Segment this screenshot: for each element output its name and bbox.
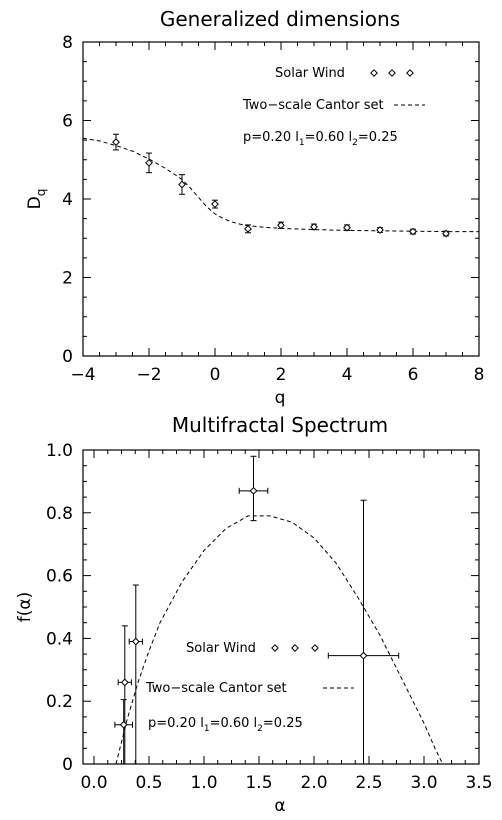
x-tick-label: 8 bbox=[474, 365, 485, 385]
error-bars bbox=[113, 133, 449, 237]
x-tick-label: 6 bbox=[408, 365, 419, 385]
data-point bbox=[359, 651, 368, 660]
y-tick-label: 1.0 bbox=[46, 441, 73, 461]
x-tick-label: 3.0 bbox=[410, 773, 437, 793]
legend-marker-diamond bbox=[271, 644, 279, 652]
x-tick-label: 2.5 bbox=[355, 773, 382, 793]
x-tick-label: 3.5 bbox=[465, 773, 492, 793]
y-tick-labels: 0 0.2 0.4 0.6 0.8 1.0 bbox=[46, 441, 73, 775]
data-point bbox=[145, 158, 153, 167]
y-tick-label: 0.8 bbox=[46, 504, 73, 524]
axis-ticks bbox=[82, 41, 480, 357]
x-tick-label: −2 bbox=[136, 365, 161, 385]
param-v1: =0.60 l bbox=[210, 716, 258, 731]
x-tick-label: 0.0 bbox=[80, 773, 107, 793]
y-tick-label: 0.2 bbox=[46, 692, 73, 712]
data-point bbox=[343, 223, 351, 232]
data-point bbox=[119, 720, 128, 729]
y-tick-label: 0 bbox=[62, 755, 73, 775]
y-tick-label: 0.6 bbox=[46, 567, 73, 587]
y-tick-label: 6 bbox=[62, 112, 73, 132]
y-axis-label: f(α) bbox=[15, 592, 35, 622]
x-tick-label: 1.5 bbox=[245, 773, 272, 793]
y-tick-label: 0.4 bbox=[46, 629, 73, 649]
legend-label-model: Two−scale Cantor set bbox=[242, 98, 384, 113]
data-point bbox=[409, 227, 417, 236]
x-tick-labels: 0.0 0.5 1.0 1.5 2.0 2.5 3.0 3.5 bbox=[80, 773, 492, 793]
legend: Solar Wind Two−scale Cantor set p=0.20 l… bbox=[242, 66, 425, 148]
x-tick-label: −4 bbox=[70, 365, 95, 385]
legend-label-solar-wind: Solar Wind bbox=[275, 66, 345, 81]
y-tick-label: 2 bbox=[62, 269, 73, 289]
legend-marker-diamond bbox=[406, 69, 414, 77]
legend-marker-diamond bbox=[311, 644, 319, 652]
y-tick-label: 0 bbox=[62, 347, 73, 367]
data-points bbox=[119, 486, 368, 729]
legend-markers bbox=[271, 644, 319, 652]
data-points bbox=[112, 138, 450, 238]
chart-title: Multifractal Spectrum bbox=[172, 413, 388, 437]
x-tick-label: 4 bbox=[342, 365, 353, 385]
legend-marker-diamond bbox=[388, 69, 396, 77]
legend-markers bbox=[370, 69, 414, 77]
data-point bbox=[277, 221, 285, 230]
data-point bbox=[131, 637, 140, 646]
x-axis-label: α bbox=[274, 796, 285, 816]
data-point bbox=[442, 229, 450, 238]
data-point bbox=[211, 200, 219, 209]
error-bars bbox=[114, 455, 400, 765]
chart-multifractal-spectrum: Multifractal Spectrum 0.0 0.5 1.0 1.5 2.0 2.5… bbox=[15, 413, 493, 816]
data-point bbox=[376, 226, 384, 234]
y-axis-label-main: D bbox=[25, 196, 45, 209]
legend-marker-diamond bbox=[370, 69, 378, 77]
data-point bbox=[178, 180, 186, 189]
chart-title: Generalized dimensions bbox=[160, 7, 400, 31]
param-p: p=0.20 l bbox=[148, 716, 204, 731]
y-tick-label: 8 bbox=[62, 33, 73, 53]
y-tick-labels: 0 2 4 6 8 bbox=[62, 33, 73, 367]
data-point bbox=[310, 222, 318, 231]
param-p: p=0.20 l bbox=[243, 130, 299, 145]
chart-generalized-dimensions: Generalized dimensions −4 −2 0 2 4 6 8 0 2 4 6 8 q… bbox=[25, 7, 484, 408]
param-v2: =0.25 bbox=[358, 130, 398, 145]
param-v1: =0.60 l bbox=[305, 130, 353, 145]
axis-ticks bbox=[83, 449, 480, 765]
legend-params: p=0.20 l1=0.60 l2=0.25 bbox=[243, 130, 398, 148]
x-tick-label: 2.0 bbox=[300, 773, 327, 793]
y-tick-label: 4 bbox=[62, 190, 73, 210]
x-tick-labels: −4 −2 0 2 4 6 8 bbox=[70, 365, 484, 385]
x-tick-label: 2 bbox=[276, 365, 287, 385]
data-point bbox=[244, 224, 252, 233]
data-point bbox=[112, 138, 120, 146]
model-curve bbox=[82, 137, 479, 233]
x-axis-label: q bbox=[275, 388, 286, 408]
legend: Solar Wind Two−scale Cantor set p=0.20 l… bbox=[145, 641, 354, 734]
x-tick-label: 1.0 bbox=[190, 773, 217, 793]
param-v2: =0.25 bbox=[263, 716, 303, 731]
x-tick-label: 0.5 bbox=[135, 773, 162, 793]
data-point bbox=[120, 678, 129, 687]
legend-label-model: Two−scale Cantor set bbox=[145, 681, 287, 696]
plot-frame bbox=[82, 41, 480, 357]
param-sub1: 1 bbox=[204, 724, 210, 734]
legend-label-solar-wind: Solar Wind bbox=[186, 641, 256, 656]
param-sub2: 2 bbox=[352, 138, 358, 148]
legend-marker-diamond bbox=[291, 644, 299, 652]
data-point bbox=[249, 486, 258, 495]
x-tick-label: 0 bbox=[210, 365, 221, 385]
model-curve bbox=[115, 515, 444, 765]
y-axis-label-subscript: q bbox=[34, 189, 48, 197]
param-sub2: 2 bbox=[257, 724, 263, 734]
y-axis-label: Dq bbox=[25, 189, 48, 210]
param-sub1: 1 bbox=[299, 138, 305, 148]
legend-params: p=0.20 l1=0.60 l2=0.25 bbox=[148, 716, 303, 734]
